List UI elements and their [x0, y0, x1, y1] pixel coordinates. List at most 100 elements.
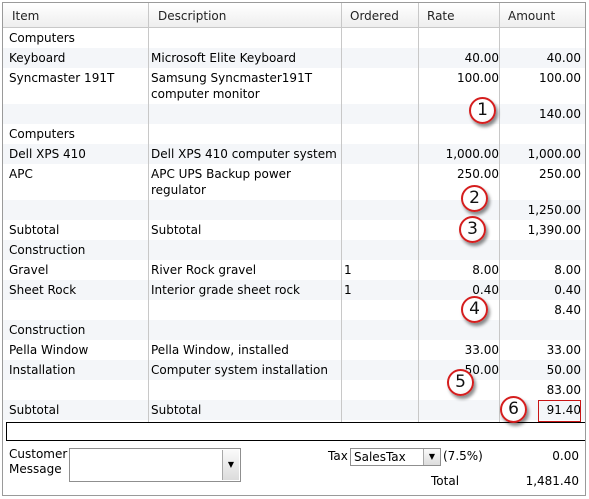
new-line-item-row[interactable] [6, 422, 585, 441]
cell-item[interactable]: Keyboard [9, 51, 66, 65]
cell-item[interactable]: Computers [9, 127, 75, 141]
cell-description[interactable]: Microsoft Elite Keyboard [151, 51, 296, 65]
cell-description[interactable] [151, 200, 341, 202]
column-header-description[interactable]: Description [158, 9, 227, 23]
cell-ordered[interactable] [344, 300, 414, 302]
cell-amount[interactable]: 8.40 [554, 303, 581, 317]
cell-rate[interactable]: 40.00 [464, 51, 499, 65]
table-row[interactable]: Syncmaster 191T Samsung Syncmaster191T co… [3, 68, 585, 104]
cell-description[interactable] [151, 28, 341, 30]
cell-rate[interactable]: 1,000.00 [445, 147, 499, 161]
cell-ordered[interactable] [344, 144, 414, 146]
cell-item[interactable]: Construction [9, 323, 86, 337]
cell-ordered[interactable] [344, 104, 414, 106]
cell-ordered[interactable] [344, 380, 414, 382]
cell-ordered[interactable] [344, 124, 414, 126]
cell-description[interactable] [151, 124, 341, 126]
tax-item-dropdown[interactable]: SalesTax ▼ [350, 448, 441, 466]
cell-description[interactable]: APC UPS Backup power regulator [151, 167, 291, 197]
cell-description[interactable]: Pella Window, installed [151, 343, 289, 357]
cell-rate[interactable]: 100.00 [457, 71, 499, 85]
cell-description[interactable] [151, 104, 341, 106]
cell-amount[interactable] [503, 124, 581, 126]
cell-amount[interactable]: 40.00 [546, 51, 581, 65]
cell-amount[interactable]: 0.40 [554, 283, 581, 297]
cell-ordered[interactable]: 1 [344, 283, 352, 297]
cell-amount[interactable] [503, 320, 581, 322]
chevron-down-icon[interactable]: ▼ [222, 450, 239, 480]
cell-item[interactable] [9, 104, 147, 106]
cell-item[interactable]: Dell XPS 410 [9, 147, 86, 161]
table-row[interactable]: Subtotal Subtotal 1,390.00 [3, 220, 585, 240]
cell-ordered[interactable] [344, 340, 414, 342]
cell-rate[interactable] [421, 240, 499, 242]
cell-description[interactable] [151, 320, 341, 322]
table-row[interactable]: Computers [3, 28, 585, 48]
cell-ordered[interactable] [344, 68, 414, 70]
cell-ordered[interactable] [344, 200, 414, 202]
cell-description[interactable] [151, 380, 341, 382]
cell-amount[interactable]: 33.00 [546, 343, 581, 357]
customer-message-dropdown[interactable]: ▼ [69, 448, 241, 482]
table-row[interactable]: APC APC UPS Backup power regulator 250.00 2… [3, 164, 585, 200]
table-row[interactable]: Pella Window Pella Window, installed 33.00… [3, 340, 585, 360]
cell-amount[interactable]: 100.00 [539, 71, 581, 85]
cell-item[interactable] [9, 300, 147, 302]
cell-item[interactable]: Installation [9, 363, 76, 377]
cell-rate[interactable]: 8.00 [472, 263, 499, 277]
cell-amount[interactable]: 83.00 [546, 383, 581, 397]
cell-amount[interactable]: 50.00 [546, 363, 581, 377]
cell-ordered[interactable] [344, 48, 414, 50]
cell-amount[interactable]: 1,000.00 [527, 147, 581, 161]
table-row[interactable]: Gravel River Rock gravel 1 8.00 8.00 [3, 260, 585, 280]
cell-amount[interactable]: 140.00 [539, 107, 581, 121]
cell-item[interactable] [9, 380, 147, 382]
cell-amount[interactable]: 91.40 [546, 403, 581, 417]
table-row[interactable]: 8.40 [3, 300, 585, 320]
cell-rate[interactable]: 50.00 [464, 363, 499, 377]
cell-item[interactable]: APC [9, 167, 33, 181]
column-header-amount[interactable]: Amount [508, 9, 556, 23]
cell-amount[interactable]: 250.00 [539, 167, 581, 181]
cell-item[interactable]: Pella Window [9, 343, 89, 357]
cell-rate[interactable] [421, 300, 499, 302]
cell-amount[interactable] [503, 28, 581, 30]
cell-amount[interactable]: 1,250.00 [527, 203, 581, 217]
cell-description[interactable]: River Rock gravel [151, 263, 257, 277]
cell-ordered[interactable] [344, 360, 414, 362]
cell-item[interactable] [9, 200, 147, 202]
cell-ordered[interactable] [344, 320, 414, 322]
cell-ordered[interactable] [344, 240, 414, 242]
table-row[interactable]: Computers [3, 124, 585, 144]
cell-description[interactable] [151, 240, 341, 242]
chevron-down-icon[interactable]: ▼ [423, 449, 440, 465]
cell-item[interactable]: Subtotal [9, 223, 60, 237]
cell-rate[interactable]: 250.00 [457, 167, 499, 181]
cell-description[interactable]: Subtotal [151, 223, 202, 237]
cell-ordered[interactable] [344, 220, 414, 222]
cell-rate[interactable]: 33.00 [464, 343, 499, 357]
cell-description[interactable] [151, 300, 341, 302]
cell-item[interactable]: Subtotal [9, 403, 60, 417]
cell-item[interactable]: Sheet Rock [9, 283, 77, 297]
cell-rate[interactable] [421, 320, 499, 322]
cell-item[interactable]: Computers [9, 31, 75, 45]
column-header-item[interactable]: Item [12, 9, 40, 23]
cell-ordered[interactable] [344, 28, 414, 30]
cell-item[interactable]: Construction [9, 243, 86, 257]
cell-ordered[interactable] [344, 400, 414, 402]
cell-rate[interactable] [421, 124, 499, 126]
cell-description[interactable]: Computer system installation [151, 363, 328, 377]
cell-rate[interactable]: 0.40 [472, 283, 499, 297]
cell-item[interactable]: Gravel [9, 263, 49, 277]
cell-description[interactable]: Samsung Syncmaster191T computer monitor [151, 71, 313, 101]
cell-description[interactable]: Subtotal [151, 403, 202, 417]
cell-description[interactable]: Dell XPS 410 computer system [151, 147, 337, 161]
table-row[interactable]: 83.00 [3, 380, 585, 400]
cell-amount[interactable] [503, 240, 581, 242]
cell-ordered[interactable] [344, 164, 414, 166]
cell-amount[interactable]: 1,390.00 [527, 223, 581, 237]
cell-rate[interactable] [421, 400, 499, 402]
cell-amount[interactable]: 8.00 [554, 263, 581, 277]
cell-ordered[interactable]: 1 [344, 263, 352, 277]
